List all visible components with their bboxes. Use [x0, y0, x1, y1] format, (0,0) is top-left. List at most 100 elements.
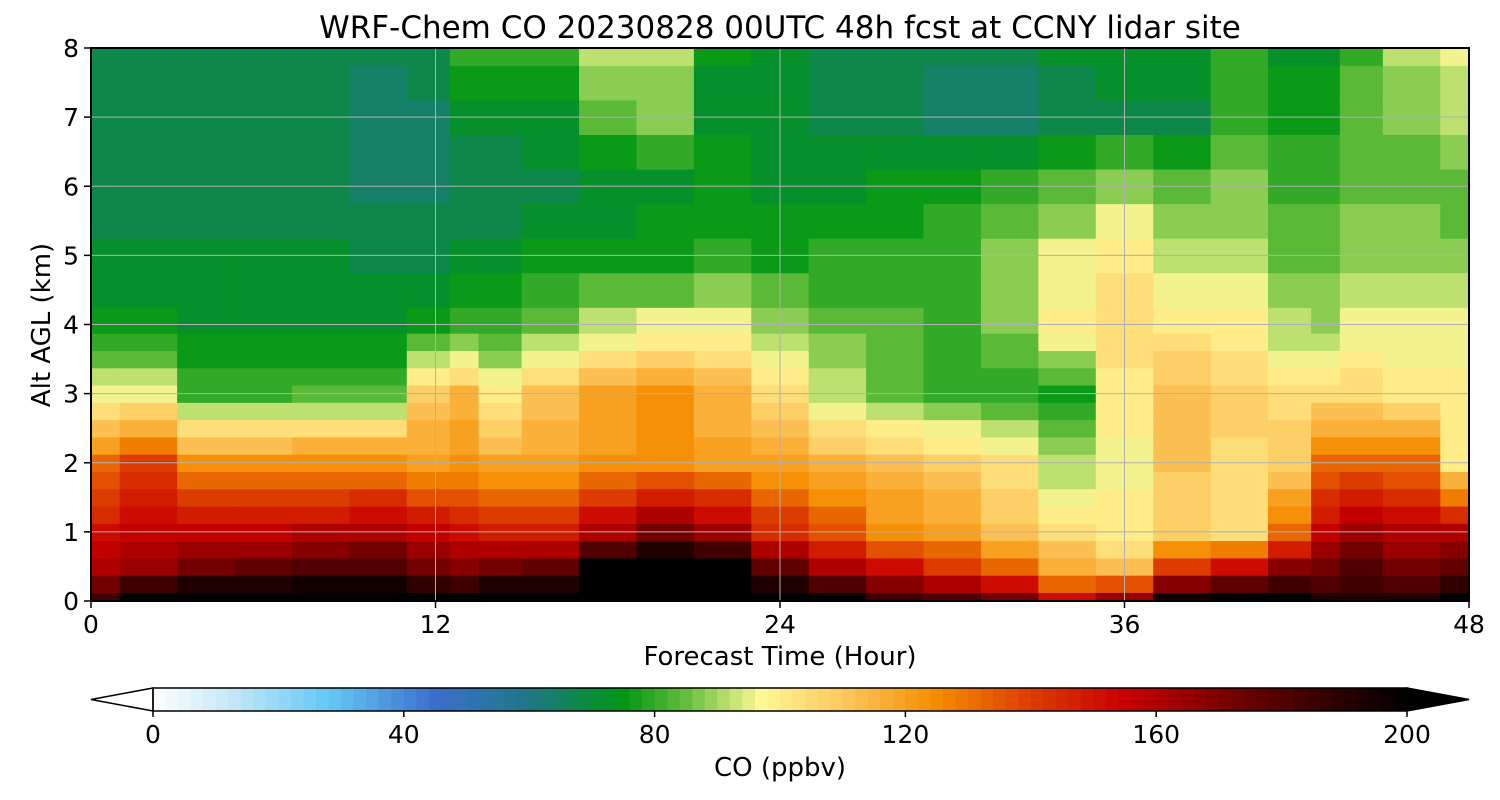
heatmap-cell	[1339, 350, 1384, 369]
heatmap-cell	[808, 505, 867, 524]
colorbar-segment	[842, 688, 856, 711]
colorbar-tick-label: 120	[882, 720, 930, 749]
heatmap-cell	[923, 350, 982, 369]
heatmap-cell	[119, 471, 178, 490]
heatmap-cell	[349, 471, 408, 490]
heatmap-cell	[980, 592, 1039, 602]
colorbar-segment	[153, 688, 167, 711]
heatmap-cell	[1311, 402, 1341, 421]
heatmap-cell	[119, 203, 178, 239]
heatmap-cell	[693, 471, 752, 490]
heatmap-cell	[1038, 505, 1097, 524]
colorbar-segment	[1294, 688, 1308, 711]
heatmap-cell	[980, 272, 1039, 308]
colorbar-segment	[529, 688, 543, 711]
heatmap-cell	[478, 65, 523, 101]
heatmap-cell	[478, 272, 523, 308]
heatmap-cell	[478, 471, 523, 490]
colorbar-segment	[930, 688, 944, 711]
heatmap-cell	[980, 134, 1039, 170]
heatmap-cell	[693, 65, 752, 101]
heatmap-cell	[406, 65, 451, 101]
heatmap-cell	[636, 367, 695, 386]
heatmap-cell	[1268, 402, 1312, 421]
colorbar-segment	[943, 688, 957, 711]
heatmap-cell	[349, 557, 408, 576]
heatmap-cell	[119, 575, 178, 593]
heatmap-cell	[119, 272, 178, 308]
heatmap-cell	[119, 333, 178, 352]
heatmap-cell	[980, 540, 1039, 559]
heatmap-cell	[91, 575, 121, 593]
heatmap-cell	[406, 575, 451, 593]
heatmap-cell	[693, 575, 752, 593]
heatmap-cell	[91, 307, 121, 334]
colorbar-segment	[215, 688, 229, 711]
heatmap-cell	[177, 203, 236, 239]
heatmap-cell	[579, 436, 638, 455]
heatmap-cell	[177, 272, 236, 308]
heatmap-cell	[478, 557, 523, 576]
heatmap-cell	[349, 203, 408, 239]
colorbar-segment	[1131, 688, 1145, 711]
colorbar-segment	[1218, 688, 1232, 711]
colorbar-segment	[855, 688, 869, 711]
heatmap-cell	[693, 419, 752, 438]
heatmap-cell	[234, 488, 293, 507]
heatmap-cell	[1440, 367, 1470, 386]
heatmap-cell	[521, 402, 580, 421]
heatmap-cell	[1153, 436, 1212, 455]
heatmap-cell	[1440, 592, 1470, 602]
colorbar-segment	[1093, 688, 1107, 711]
heatmap-cell	[119, 436, 178, 455]
colorbar-segment	[516, 688, 530, 711]
heatmap-cell	[478, 592, 523, 602]
heatmap-cell	[234, 367, 293, 386]
heatmap-cell	[449, 575, 480, 593]
colorbar-segment	[366, 688, 380, 711]
heatmap-cell	[1038, 307, 1097, 334]
heatmap-cell	[177, 557, 236, 576]
heatmap-cell	[866, 134, 925, 170]
heatmap-cell	[406, 333, 451, 352]
heatmap-cell	[1210, 402, 1269, 421]
heatmap-cell	[1268, 307, 1312, 334]
x-axis: 0 12 24 36 48	[83, 601, 1485, 639]
colorbar-segment	[1168, 688, 1182, 711]
heatmap-cell	[406, 592, 451, 602]
heatmap-cell	[808, 557, 867, 576]
heatmap-cell	[1440, 557, 1470, 576]
heatmap-cell	[521, 592, 580, 602]
heatmap-cell	[119, 402, 178, 421]
heatmap-cell	[478, 419, 523, 438]
heatmap-cell	[234, 350, 293, 369]
heatmap-cell	[579, 333, 638, 352]
heatmap-cell	[980, 203, 1039, 239]
y-tick-label: 0	[63, 587, 79, 616]
heatmap-cell	[808, 134, 867, 170]
heatmap-cell	[1153, 557, 1212, 576]
heatmap-cell	[234, 402, 293, 421]
heatmap-cell	[866, 48, 925, 66]
heatmap-cell	[923, 488, 982, 507]
heatmap-cell	[349, 505, 408, 524]
heatmap-cell	[808, 272, 867, 308]
colorbar-segment	[717, 688, 731, 711]
heatmap-cell	[234, 134, 293, 170]
heatmap-cell	[1038, 557, 1097, 576]
heatmap-cell	[1440, 540, 1470, 559]
colorbar-tick-label: 160	[1132, 720, 1180, 749]
heatmap-cell	[636, 419, 695, 438]
heatmap-cell	[1153, 134, 1212, 170]
heatmap-cell	[1382, 575, 1441, 593]
heatmap-cell	[234, 272, 293, 308]
heatmap-cell	[234, 575, 293, 593]
x-tick-label: 36	[1109, 610, 1141, 639]
heatmap-cell	[119, 48, 178, 66]
heatmap-cell	[980, 488, 1039, 507]
heatmap-cell	[478, 307, 523, 334]
heatmap-cell	[1210, 48, 1269, 66]
heatmap-cell	[1440, 471, 1470, 490]
heatmap-cell	[1038, 333, 1097, 352]
heatmap-cell	[1382, 402, 1441, 421]
